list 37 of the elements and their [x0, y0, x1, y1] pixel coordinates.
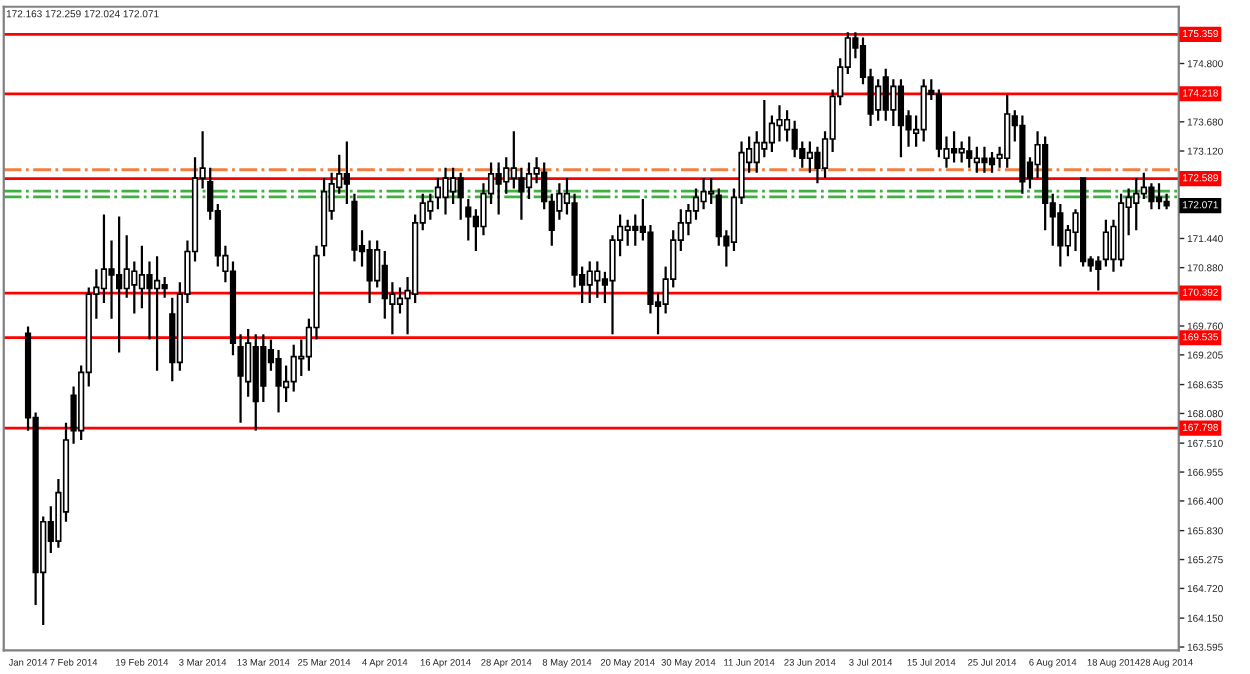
candlestick	[116, 215, 123, 354]
candlestick	[897, 78, 905, 159]
candlestick	[1095, 255, 1102, 292]
candlestick	[434, 176, 442, 211]
candlestick	[875, 78, 882, 122]
candlestick	[920, 78, 927, 143]
candlestick	[457, 171, 464, 221]
candlestick	[449, 166, 457, 206]
candlestick	[161, 275, 168, 299]
candlestick	[973, 145, 980, 174]
candlestick	[131, 260, 138, 315]
candlestick	[966, 135, 973, 169]
candlestick	[586, 260, 593, 305]
candlestick	[624, 218, 631, 247]
candlestick	[1140, 171, 1147, 201]
candlestick	[260, 333, 267, 404]
candlestick	[981, 145, 988, 174]
candlestick	[761, 98, 768, 159]
candlestick	[632, 213, 639, 247]
candlestick	[442, 166, 449, 216]
candlestick	[950, 130, 958, 164]
candlestick	[153, 255, 161, 372]
candlestick	[814, 145, 821, 185]
candlestick	[783, 109, 791, 143]
candlestick	[290, 343, 297, 393]
candlestick	[275, 348, 282, 414]
candlestick	[495, 161, 502, 216]
candlestick	[988, 150, 996, 174]
candlestick	[138, 244, 146, 310]
candlestick	[882, 67, 889, 122]
candlestick	[958, 140, 965, 164]
candlestick	[806, 140, 813, 174]
candlestick	[594, 260, 601, 299]
candlestick	[1133, 176, 1140, 232]
candlestick	[1004, 93, 1011, 169]
candlestick	[890, 78, 897, 128]
candlestick	[1102, 218, 1109, 268]
